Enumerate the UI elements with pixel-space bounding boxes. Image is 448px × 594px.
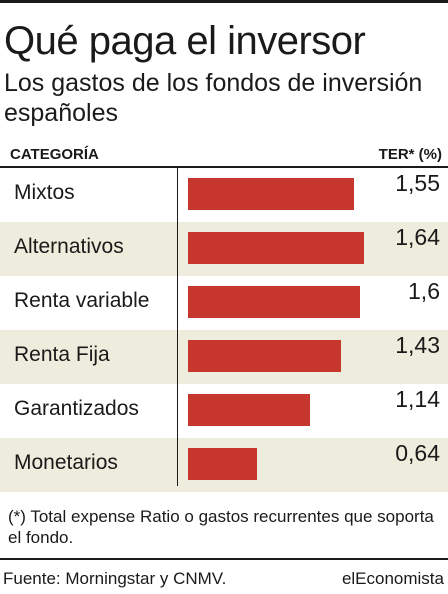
bar [188,286,360,318]
chart-title: Qué paga el inversor [4,19,366,63]
category-label: Garantizados [14,397,139,420]
category-divider [177,168,178,486]
brand-name: elEconomista [341,569,444,588]
top-rule [0,0,448,3]
source-text: Fuente: Morningstar y CNMV. [3,569,227,588]
value-label: 1,55 [395,170,440,196]
chart-row: Alternativos 1,64 [0,222,448,276]
chart-row: Mixtos 1,55 [0,168,448,222]
bar [188,232,364,264]
chart-row: Monetarios 0,64 [0,438,448,492]
category-label: Renta variable [14,289,150,312]
chart-row: Renta Fija 1,43 [0,330,448,384]
category-label: Alternativos [14,235,124,258]
footer-rule [0,558,448,560]
value-label: 0,64 [395,440,440,466]
chart-row: Renta variable 1,6 [0,276,448,330]
bar [188,394,310,426]
bar [188,178,354,210]
chart-subtitle: Los gastos de los fondos de inversión es… [4,69,423,127]
category-column-header: CATEGORÍA [10,146,99,163]
category-label: Mixtos [14,181,75,204]
header-rule [0,166,448,168]
bar [188,340,341,372]
footnote: (*) Total expense Ratio o gastos recurre… [8,507,434,547]
ter-column-header: TER* (%) [378,146,442,163]
value-label: 1,43 [395,332,440,358]
value-label: 1,64 [395,224,440,250]
value-label: 1,14 [395,386,440,412]
value-label: 1,6 [408,278,440,304]
chart-row: Garantizados 1,14 [0,384,448,438]
bar-chart: Mixtos 1,55 Alternativos 1,64 Renta variable… [0,168,448,492]
category-label: Monetarios [14,451,118,474]
bar [188,448,257,480]
category-label: Renta Fija [14,343,110,366]
